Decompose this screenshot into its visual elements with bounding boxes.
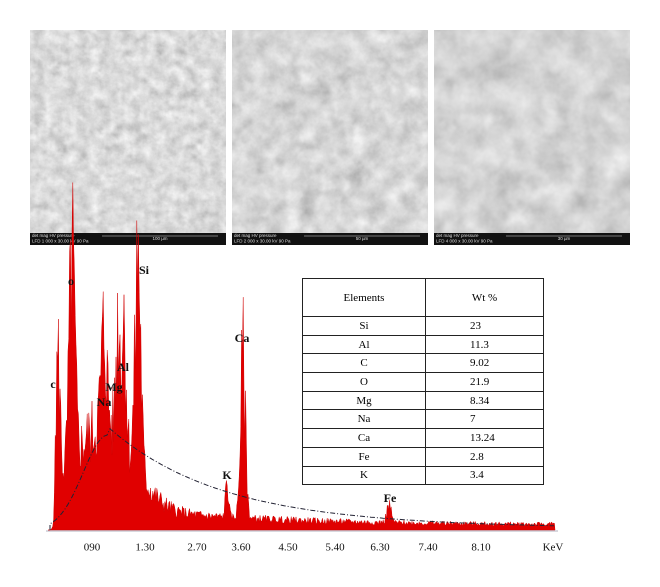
header-cell: Elements xyxy=(302,278,426,317)
scale-label: 50 µm xyxy=(356,236,369,241)
x-label: 7.40 xyxy=(418,542,438,554)
table-cell: 21.9 xyxy=(425,372,544,392)
peak-label: o xyxy=(68,274,74,288)
x-label: 1.30 xyxy=(135,542,155,554)
peak-label: Mg xyxy=(105,380,122,394)
table-cell: C xyxy=(302,353,426,374)
spectrum xyxy=(48,182,556,531)
peak-label: Fe xyxy=(384,491,397,505)
table-cell: 13.24 xyxy=(425,428,544,448)
table-cell: Mg xyxy=(302,390,426,411)
info-values: LFD 4 000 x 30.00 kV 90 Pa xyxy=(436,239,493,244)
scale-label: 30 µm xyxy=(558,236,571,241)
table-cell: Na xyxy=(302,409,426,430)
table-cell: 2.8 xyxy=(425,446,544,467)
table-cell: Al xyxy=(302,334,426,355)
info-header: det mag HV pressure xyxy=(234,233,277,238)
table-cell: 23 xyxy=(425,316,544,336)
sem-image xyxy=(30,30,226,233)
table-cell: 8.34 xyxy=(425,390,544,411)
x-label: 5.40 xyxy=(325,542,345,554)
element-table: Elements Wt % Si 23 Al 11.3 C 9.02 O 21.9 Mg 8.34… xyxy=(302,278,544,486)
table-cell: O xyxy=(302,372,426,392)
table-cell: Fe xyxy=(302,446,426,467)
table-cell: K xyxy=(302,465,426,486)
info-header: det mag HV pressure xyxy=(32,233,75,238)
info-values: LFD 1 000 x 30.00 kV 90 Pa xyxy=(32,239,89,244)
table-cell: Si xyxy=(302,316,426,336)
x-unit: KeV xyxy=(543,542,564,554)
peak-label: c xyxy=(50,377,56,391)
table-cell: 3.4 xyxy=(425,465,544,486)
sem-image xyxy=(434,30,630,233)
x-label: 2.70 xyxy=(187,542,207,554)
x-label: 4.50 xyxy=(278,542,298,554)
sem-image xyxy=(232,30,428,233)
table-cell: Ca xyxy=(302,428,426,448)
x-label: 3.60 xyxy=(231,542,251,554)
peak-label: Si xyxy=(139,263,150,277)
info-values: LFD 2 000 x 30.00 kV 90 Pa xyxy=(234,239,291,244)
table-cell: 11.3 xyxy=(425,334,544,355)
table-cell: 9.02 xyxy=(425,353,544,374)
peak-label: Na xyxy=(97,395,112,409)
peak-label: Al xyxy=(117,360,130,374)
peak-label: K xyxy=(222,468,232,482)
peak-label: Ca xyxy=(235,331,250,345)
info-header: det mag HV pressure xyxy=(436,233,479,238)
x-label: 090 xyxy=(84,542,101,554)
background-fit xyxy=(49,428,554,530)
header-cell: Wt % xyxy=(425,278,544,317)
table-cell: 7 xyxy=(425,409,544,430)
x-label: 6.30 xyxy=(370,542,390,554)
scale-label: 100 µm xyxy=(152,236,167,241)
x-label: 8.10 xyxy=(471,542,491,554)
